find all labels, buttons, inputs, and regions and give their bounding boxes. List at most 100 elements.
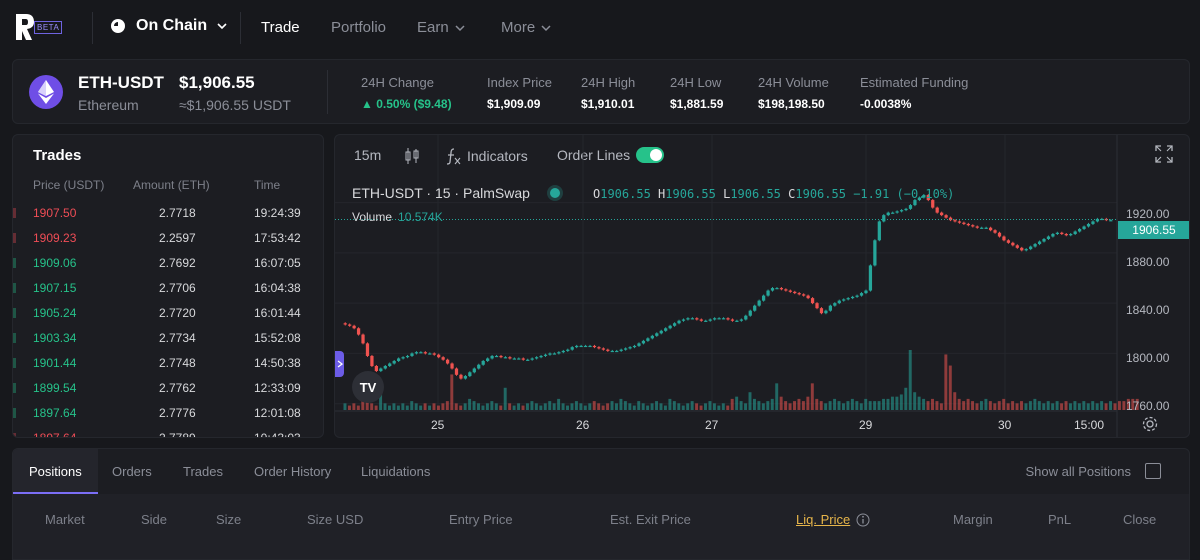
nav-more[interactable]: More [501,19,551,36]
volume-bar [628,403,632,410]
show-all-checkbox[interactable] [1145,463,1161,479]
volume-bar [659,403,663,410]
volume-bar [432,403,436,410]
candle-body [704,320,708,322]
chart-type-button[interactable] [404,147,420,165]
chart-symbol: ETH-USDT · 15 · PalmSwap [352,185,530,201]
candle-body [837,300,841,304]
candle-body [343,323,347,325]
tab-positions[interactable]: Positions [13,449,98,494]
chevron-down-icon [217,23,227,30]
candle-body [668,325,672,329]
volume-bar [623,401,627,410]
trade-time: 17:53:42 [254,231,301,245]
pair-name: Ethereum [78,97,139,113]
interval-label: 15m [354,147,382,163]
collapse-sidebar-button[interactable] [335,351,344,377]
volume-bar [615,403,618,410]
show-all-positions-toggle[interactable]: Show all Positions [1026,463,1161,479]
info-icon[interactable] [856,513,870,527]
volume-bar [944,354,948,410]
trade-side-marker [13,283,16,293]
candle-body [1064,234,1068,236]
candle-body [966,223,970,226]
col-close: Close [1123,512,1157,527]
interval-selector[interactable]: 15m [354,147,381,163]
candle-body [646,338,650,341]
candle-body [606,349,610,351]
order-lines-toggle[interactable]: Order Lines [557,147,665,163]
network-selector[interactable]: On Chain [110,17,227,35]
y-tick-label: 1840.00 [1126,303,1170,317]
palmswap-logo-icon[interactable] [12,12,36,42]
tab-trades[interactable]: Trades [183,449,223,494]
indicators-button[interactable]: Indicators [445,147,528,165]
ticker-divider [327,70,328,114]
ohlc-open: 1906.55 [600,187,651,201]
volume-bar [574,401,578,410]
volume-bar [801,401,805,410]
candle-body [690,318,695,320]
candle-body [1042,239,1046,242]
stat-label: 24H Volume [758,75,829,90]
candle-body [1082,226,1086,229]
stat-label: Index Price [487,75,553,90]
candles-icon [405,148,419,164]
volume-bar [548,401,552,410]
trade-amount: 2.7692 [159,256,196,270]
candle-body [566,349,570,351]
volume-bar [935,401,939,410]
candle-body [414,352,419,354]
stat-24h-volume: 24H Volume $198,198.50 [758,75,829,111]
candle-body [735,320,739,322]
candle-body [913,200,917,206]
candle-body [592,345,597,348]
volume-bar [539,405,543,410]
candlestick-chart[interactable] [335,135,1190,438]
chevron-right-icon [337,360,343,368]
candle-body [944,215,948,218]
candle-body [490,355,494,359]
col-entry-price: Entry Price [449,512,513,527]
candle-body [637,343,641,346]
volume-bar [347,405,351,410]
volume-bar [819,401,823,410]
ohlc-low: 1906.55 [730,187,781,201]
candle-body [370,355,374,366]
tradingview-logo[interactable]: TV [352,371,384,403]
candle-body [410,353,414,356]
volume-bar [450,374,454,410]
candle-body [810,298,815,304]
volume-bar [503,387,507,410]
candle-body [628,347,632,349]
tab-liquidations[interactable]: Liquidations [361,449,430,494]
y-tick-label: 1920.00 [1126,207,1170,221]
volume-bar [704,403,707,410]
toggle-switch[interactable] [636,147,665,163]
gear-icon[interactable] [1141,415,1159,433]
volume-bar [882,398,886,410]
tab-orders[interactable]: Orders [112,449,152,494]
fullscreen-icon[interactable] [1155,145,1173,163]
candle-body [904,208,908,211]
candle-body [1002,236,1006,241]
volume-bar [655,401,659,410]
market-status-icon [549,188,560,198]
volume-bar [392,403,396,410]
candle-body [624,348,628,350]
tab-order-history[interactable]: Order History [254,449,331,494]
volume-bar [1095,403,1099,410]
volume-bar [784,401,788,410]
pair-symbol[interactable]: ETH-USDT [78,73,164,92]
nav-earn[interactable]: Earn [417,19,465,36]
col-liq-price[interactable]: Liq. Price [796,512,870,527]
volume-bar [1091,401,1095,410]
trade-amount: 2.7789 [159,431,196,438]
volume-bar [557,398,561,410]
trade-price: 1901.44 [33,356,77,370]
nav-portfolio[interactable]: Portfolio [331,19,386,36]
volume-bar [948,365,952,410]
nav-trade[interactable]: Trade [261,19,300,36]
candle-body [1046,236,1051,240]
candle-body [980,227,984,229]
